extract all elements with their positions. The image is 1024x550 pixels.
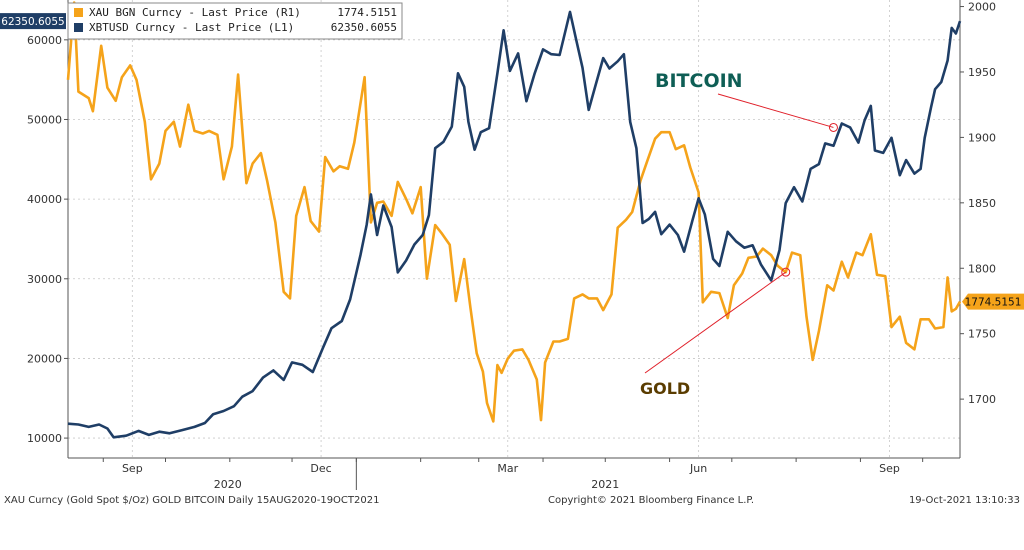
bitcoin-last-value-badge (0, 13, 66, 30)
left-tick-label: 60000 (27, 34, 62, 47)
left-tick-label: 40000 (27, 193, 62, 206)
x-month-label: Sep (879, 462, 900, 475)
left-tick-label: 30000 (27, 273, 62, 286)
legend-box (67, 2, 403, 40)
left-tick-label: 10000 (27, 432, 62, 445)
right-tick-label: 1700 (968, 393, 996, 406)
x-year-label: 2020 (214, 478, 242, 491)
x-month-label: Sep (122, 462, 143, 475)
right-tick-label: 1850 (968, 197, 996, 210)
gold-annotation-label: GOLD (640, 379, 690, 398)
footer-left: XAU Curncy (Gold Spot $/Oz) GOLD BITCOIN… (4, 495, 379, 506)
x-month-label: Mar (497, 462, 518, 475)
right-tick-label: 1800 (968, 262, 996, 275)
right-tick-label: 1750 (968, 328, 996, 341)
annotations: BITCOIN GOLD (640, 70, 838, 398)
bitcoin-series-line (67, 10, 962, 439)
gold-annotation-pointer-circle (781, 267, 791, 277)
right-tick-label: 2000 (968, 1, 996, 14)
bitcoin-annotation-pointer-line (717, 93, 834, 128)
gold-series-line (66, 1, 962, 423)
bitcoin-annotation-pointer-circle (828, 122, 838, 132)
gold-last-value-label: 1774.5151 (965, 297, 1022, 309)
bitcoin-last-value-label: 62350.6055 (1, 16, 64, 28)
footer: XAU Curncy (Gold Spot $/Oz) GOLD BITCOIN… (4, 495, 1020, 506)
left-tick-label: 20000 (27, 352, 62, 365)
legend: XAU BGN Curncy - Last Price (R1) 1774.515… (67, 2, 403, 40)
bitcoin-legend-label: XBTUSD Curncy - Last Price (L1) (89, 21, 294, 34)
x-year-label: 2021 (591, 478, 619, 491)
x-axis-ticks: Sep Dec Mar Jun Sep 2020 2021 (102, 458, 924, 491)
gold-last-value-badge (962, 293, 1024, 310)
right-tick-label: 1900 (968, 131, 996, 144)
right-tick-label: 1950 (968, 66, 996, 79)
left-tick-label: 50000 (27, 113, 62, 126)
footer-center: Copyright© 2021 Bloomberg Finance L.P. (548, 495, 754, 506)
footer-right: 19-Oct-2021 13:10:33 (909, 495, 1020, 506)
gold-legend-swatch (74, 8, 83, 17)
gold-annotation-pointer-line (644, 271, 787, 374)
series-lines (66, 1, 962, 439)
gold-legend-value: 1774.5151 (337, 6, 397, 19)
last-value-badges: 62350.6055 1774.5151 (0, 13, 1024, 310)
left-axis-ticks: 10000 20000 30000 40000 50000 60000 (27, 34, 68, 445)
gridlines (68, 0, 960, 458)
x-month-label: Dec (310, 462, 331, 475)
bitcoin-annotation-label: BITCOIN (655, 70, 743, 92)
right-axis-ticks: 1700 1750 1800 1850 1900 1950 2000 (960, 1, 996, 406)
bitcoin-legend-swatch (74, 23, 83, 32)
gold-legend-label: XAU BGN Curncy - Last Price (R1) (89, 6, 301, 19)
x-month-label: Jun (689, 462, 707, 475)
bitcoin-legend-value: 62350.6055 (331, 21, 397, 34)
